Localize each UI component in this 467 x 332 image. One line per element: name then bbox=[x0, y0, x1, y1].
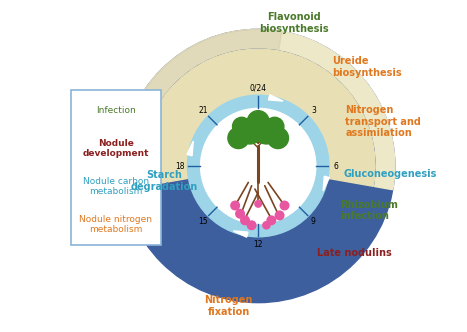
Circle shape bbox=[267, 216, 276, 225]
Circle shape bbox=[231, 201, 240, 210]
Text: Infection: Infection bbox=[96, 106, 136, 115]
Polygon shape bbox=[187, 141, 193, 156]
Text: Nitrogen
transport and
assimilation: Nitrogen transport and assimilation bbox=[346, 105, 421, 138]
Text: 6: 6 bbox=[334, 161, 339, 171]
Text: Rhizobium
infection: Rhizobium infection bbox=[340, 200, 398, 221]
Polygon shape bbox=[323, 176, 329, 191]
Circle shape bbox=[265, 117, 284, 136]
FancyBboxPatch shape bbox=[71, 90, 161, 245]
Circle shape bbox=[248, 221, 256, 229]
Circle shape bbox=[268, 127, 289, 148]
Text: 3: 3 bbox=[311, 106, 316, 115]
Circle shape bbox=[280, 201, 289, 210]
Circle shape bbox=[241, 216, 249, 225]
Circle shape bbox=[255, 201, 262, 207]
Circle shape bbox=[142, 49, 375, 283]
Wedge shape bbox=[142, 49, 375, 186]
Text: Gluconeogenesis: Gluconeogenesis bbox=[344, 169, 437, 179]
Text: 15: 15 bbox=[198, 217, 208, 226]
Text: Nodule nitrogen
metabolism: Nodule nitrogen metabolism bbox=[79, 215, 152, 234]
Text: 0/24: 0/24 bbox=[250, 83, 267, 93]
Text: Nodule
development: Nodule development bbox=[83, 139, 149, 158]
Circle shape bbox=[276, 211, 284, 220]
Circle shape bbox=[201, 108, 316, 224]
Text: Starch
degradation: Starch degradation bbox=[131, 170, 198, 192]
Circle shape bbox=[263, 222, 270, 229]
Text: Late nodulins: Late nodulins bbox=[318, 248, 392, 258]
Text: 18: 18 bbox=[176, 161, 185, 171]
Polygon shape bbox=[234, 231, 248, 237]
Circle shape bbox=[187, 95, 329, 237]
Text: Flavonoid
biosynthesis: Flavonoid biosynthesis bbox=[260, 12, 329, 34]
Text: Ureide
biosynthesis: Ureide biosynthesis bbox=[332, 56, 402, 78]
Wedge shape bbox=[121, 29, 395, 190]
Text: 12: 12 bbox=[254, 239, 263, 249]
Text: 9: 9 bbox=[311, 217, 316, 226]
Circle shape bbox=[237, 119, 262, 144]
Text: 21: 21 bbox=[198, 106, 208, 115]
Circle shape bbox=[248, 111, 269, 132]
Circle shape bbox=[233, 117, 251, 136]
Text: Nitrogen
fixation: Nitrogen fixation bbox=[205, 295, 253, 317]
Circle shape bbox=[121, 29, 395, 303]
Circle shape bbox=[228, 127, 249, 148]
Circle shape bbox=[254, 119, 279, 144]
Wedge shape bbox=[121, 29, 282, 213]
Circle shape bbox=[236, 209, 244, 218]
Polygon shape bbox=[269, 95, 283, 101]
Text: Nodule carbon
metabolism: Nodule carbon metabolism bbox=[83, 177, 149, 196]
